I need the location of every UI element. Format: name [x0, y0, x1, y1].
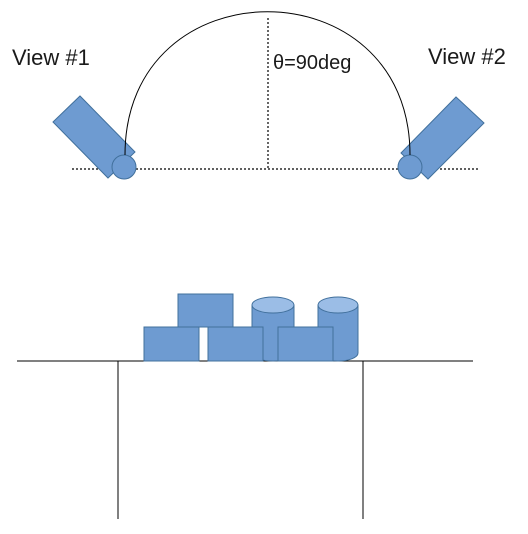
angle-label: θ=90deg	[273, 52, 351, 74]
view-1-label: View #1	[12, 45, 90, 70]
camera-2	[397, 96, 485, 180]
box-right	[277, 326, 334, 362]
box-middle	[207, 326, 264, 362]
box-top	[177, 293, 234, 328]
camera-2-lens	[397, 154, 423, 180]
objects-on-table	[143, 293, 359, 362]
box-left	[143, 326, 200, 362]
cylinder-2-top	[317, 296, 359, 314]
cylinder-1-top	[251, 296, 295, 314]
rotation-arc	[124, 11, 411, 156]
camera-1-lens	[111, 154, 137, 180]
camera-1	[52, 95, 137, 180]
view-2-label: View #2	[428, 44, 506, 69]
camera-1-body	[52, 95, 136, 179]
